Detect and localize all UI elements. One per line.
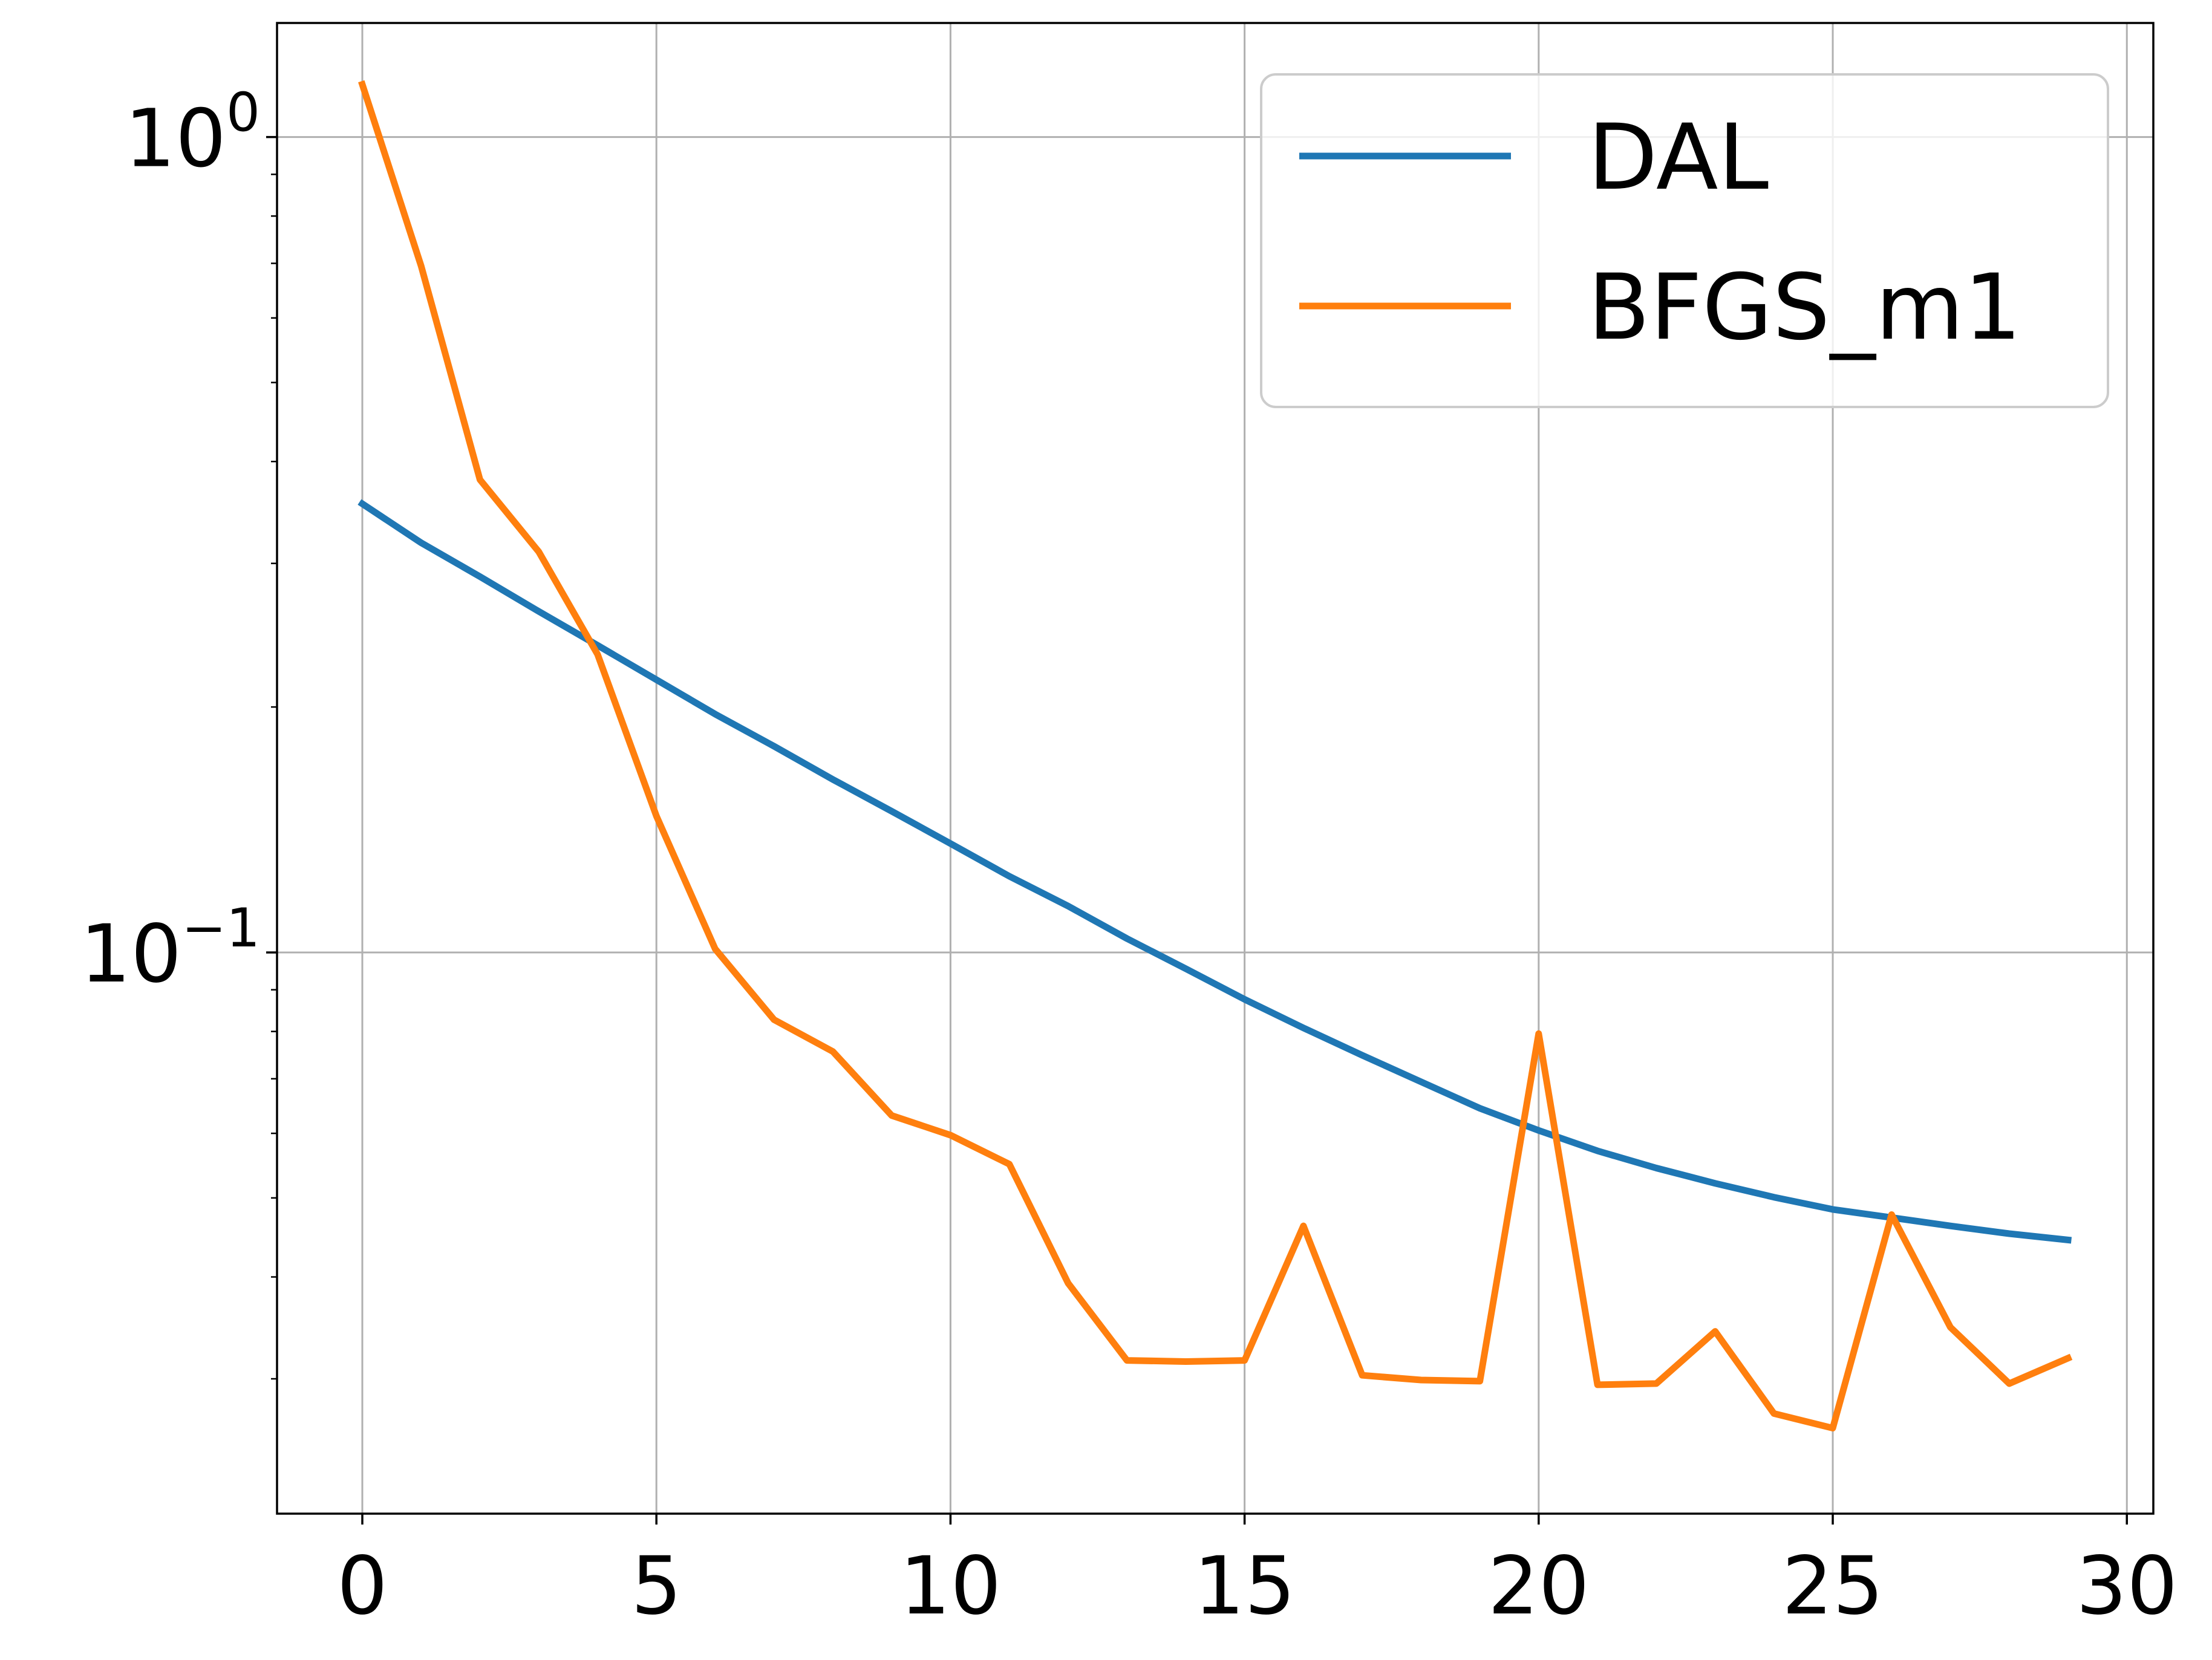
legend-label: BFGS_m1 xyxy=(1588,255,2021,360)
y-tick-label: 100 xyxy=(125,82,260,186)
grid-lines xyxy=(277,23,2153,1514)
y-tick-base: 10 xyxy=(80,908,181,1001)
x-tick-label: 15 xyxy=(1194,1540,1296,1633)
plot-frame xyxy=(276,22,2155,1515)
y-tick-exponent: 0 xyxy=(226,82,260,144)
x-tick-label: 25 xyxy=(1782,1540,1884,1633)
series-layer xyxy=(357,80,2073,1432)
x-tick-label: 10 xyxy=(899,1540,1001,1633)
x-tick-label: 30 xyxy=(2076,1540,2178,1633)
legend: DAL BFGS_m1 xyxy=(1260,73,2109,408)
y-tick-exponent: −1 xyxy=(181,897,260,959)
y-tick-label: 10−1 xyxy=(80,897,260,1001)
series-line-bfgs-m1 xyxy=(358,80,2073,1432)
x-tick-label: 0 xyxy=(337,1540,388,1633)
x-tick-label: 5 xyxy=(631,1540,682,1633)
x-tick-label: 20 xyxy=(1488,1540,1590,1633)
legend-label: DAL xyxy=(1588,105,1769,210)
series-line-dal xyxy=(357,499,2072,1244)
y-tick-base: 10 xyxy=(125,93,226,186)
